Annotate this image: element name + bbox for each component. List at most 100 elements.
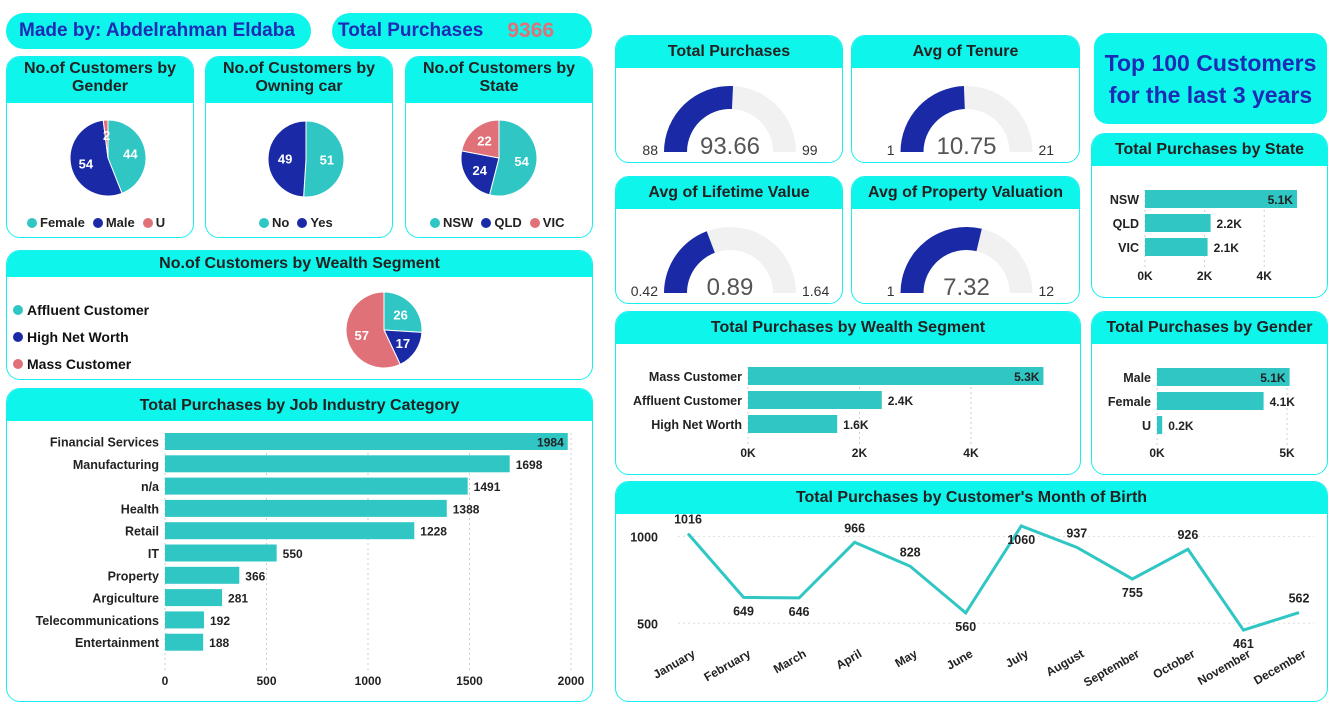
pie-data-label: 22 [477, 133, 491, 148]
legend-item: VIC [529, 215, 565, 230]
gender-pie-title: No.of Customers by Gender [7, 57, 193, 103]
banner-line2: for the last 3 years [1108, 81, 1313, 108]
x-tick-label: April [833, 646, 864, 672]
category-label: Telecommunications [36, 614, 159, 628]
legend-swatch [27, 217, 37, 228]
data-label: 550 [283, 547, 303, 561]
month-line-card: Total Purchases by Customer's Month of B… [615, 481, 1328, 702]
gauge-value: 7.32 [943, 274, 990, 301]
gender-pie-card: No.of Customers by Gender 44 54 2 Female Ma… [6, 56, 194, 238]
bar [165, 522, 415, 540]
pie-data-label: 57 [355, 328, 369, 343]
category-label: VIC [1118, 241, 1139, 255]
legend-item: Yes [297, 215, 333, 230]
wealth-bar-card: Total Purchases by Wealth Segment 0K 2K 4K… [615, 311, 1081, 475]
state-pie-legend: NSW QLD VIC [430, 215, 564, 230]
category-label: High Net Worth [651, 418, 742, 432]
gauge-fill [664, 231, 715, 293]
x-tick-label: May [892, 646, 919, 670]
data-label: 1984 [537, 436, 564, 450]
y-tick-label: 1000 [630, 530, 658, 544]
pie-data-label: 26 [393, 307, 407, 322]
pie-slice [461, 119, 500, 159]
state-pie-chart: 54 24 22 [460, 119, 538, 197]
data-label: 828 [900, 545, 921, 559]
gauge-lifetime: 0.89 0.42 1.64 [631, 227, 829, 301]
x-tick-label: January [651, 646, 698, 681]
pie-data-label: 24 [473, 163, 488, 178]
wealth-bar-title: Total Purchases by Wealth Segment [616, 312, 1080, 344]
top-customers-banner: Top 100 Customers for the last 3 years [1094, 33, 1327, 124]
category-label: Entertainment [75, 636, 160, 650]
gauge-total-purchases: 93.66 88 99 [642, 86, 818, 160]
legend-label: NSW [443, 215, 474, 230]
x-tick-label: 1500 [456, 674, 483, 688]
gauge-value: 93.66 [700, 133, 760, 160]
gauge-fill [664, 86, 734, 152]
bar [165, 589, 223, 607]
author-pill: Made by: Abdelrahman Eldaba [6, 13, 311, 49]
legend-label: VIC [542, 215, 565, 230]
gauge-max: 99 [802, 142, 818, 158]
legend-swatch [92, 217, 103, 228]
legend-label: Affluent Customer [27, 301, 150, 318]
car-pie-legend: No Yes [259, 215, 333, 230]
data-label: 1491 [474, 480, 501, 494]
x-tick-label: 0 [162, 674, 169, 688]
car-pie-title: No.of Customers by Owning car [206, 57, 392, 103]
gender-bar-title: Total Purchases by Gender [1092, 312, 1327, 344]
data-label: 755 [1122, 586, 1143, 600]
total-purchases-value: 9366 [507, 19, 555, 42]
pie-slice [460, 150, 500, 196]
gauge-value: 0.89 [707, 274, 754, 301]
job-industry-card: Total Purchases by Job Industry Category… [6, 388, 593, 702]
legend-label: Female [40, 215, 85, 230]
gauge-property-card: Avg of Property Valuation 7.32 1 12 [851, 176, 1080, 304]
gender-bar-chart: 0K 5K Male 5.1K Female 4.1K U 0.2K [1108, 368, 1295, 460]
data-label: 1060 [1007, 533, 1035, 547]
banner-line1: Top 100 Customers [1104, 49, 1317, 76]
pie-data-label: 54 [514, 154, 529, 169]
pie-slice [303, 120, 345, 198]
data-label: 2.2K [1217, 217, 1243, 231]
gender-bar-card: Total Purchases by Gender 0K 5K Male 5.1K Fe… [1091, 311, 1328, 475]
category-label: Financial Services [50, 436, 159, 450]
gauge-value: 10.75 [936, 133, 996, 160]
pie-slice [107, 119, 147, 194]
x-tick-label: June [944, 646, 976, 672]
x-tick-label: 2000 [558, 674, 585, 688]
month-line-title: Total Purchases by Customer's Month of B… [616, 482, 1327, 514]
state-pie-title: No.of Customers by State [406, 57, 592, 103]
category-label: Manufacturing [73, 458, 159, 472]
category-label: Female [1108, 395, 1151, 409]
category-label: U [1142, 419, 1151, 433]
state-bar-chart: 0K 2K 4K NSW 5.1K QLD 2.2K VIC 2.1K [1110, 190, 1297, 283]
gauge-total-purchases-title: Total Purchases [616, 36, 842, 68]
legend-swatch [13, 304, 23, 315]
legend-item: Mass Customer [13, 350, 149, 377]
x-tick-label: 4K [963, 446, 979, 460]
data-label: 562 [1289, 592, 1310, 606]
wealth-pie-chart: 26 17 57 [345, 291, 423, 369]
legend-label: Male [105, 215, 135, 230]
bar [165, 477, 468, 495]
legend-label: Mass Customer [27, 355, 132, 372]
bar [1145, 214, 1211, 232]
x-tick-label: March [771, 646, 809, 676]
pie-slice [102, 119, 109, 159]
legend-swatch [13, 331, 23, 342]
category-label: Health [121, 502, 159, 516]
pie-slice [345, 291, 401, 369]
pie-slice [69, 119, 123, 197]
data-label: 2.1K [1214, 241, 1240, 255]
x-tick-label: 0K [1149, 446, 1165, 460]
category-label: Property [108, 569, 159, 583]
state-pie-card: No.of Customers by State 54 24 22 NSW QLD VI… [405, 56, 593, 238]
legend-swatch [13, 358, 23, 369]
legend-item: QLD [481, 215, 522, 230]
bar [165, 433, 568, 450]
pie-slice [267, 120, 307, 198]
x-tick-label: November [1195, 646, 1253, 688]
data-label: 1228 [420, 525, 447, 539]
gauge-max: 1.64 [802, 283, 829, 299]
